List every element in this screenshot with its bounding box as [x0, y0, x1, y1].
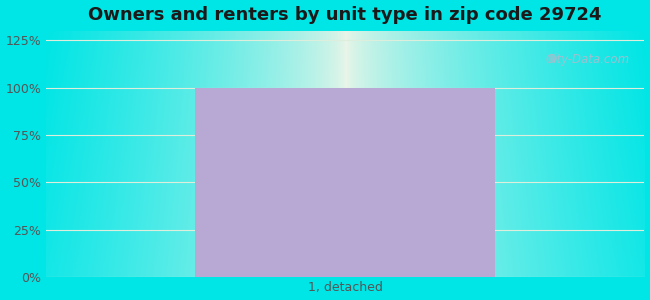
Title: Owners and renters by unit type in zip code 29724: Owners and renters by unit type in zip c…	[88, 6, 602, 24]
Text: ●: ●	[548, 53, 558, 63]
Bar	[195, 88, 495, 277]
Text: City-Data.com: City-Data.com	[545, 53, 629, 66]
